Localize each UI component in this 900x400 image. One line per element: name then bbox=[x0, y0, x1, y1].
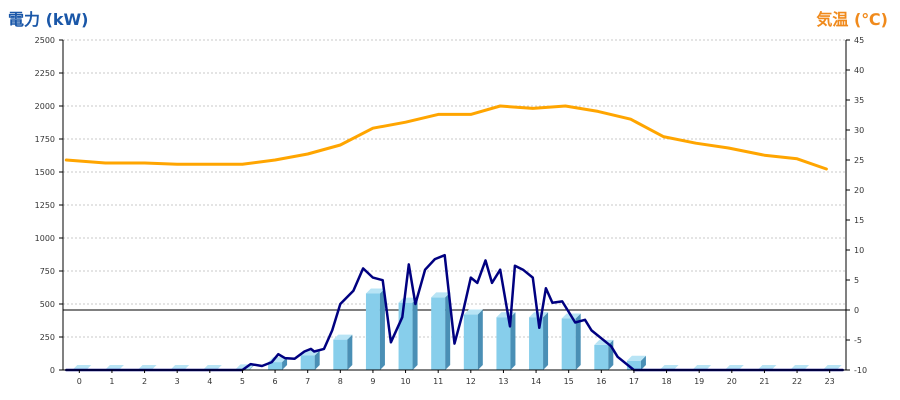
right-tick-label: 15 bbox=[854, 216, 864, 225]
power-line bbox=[65, 253, 844, 372]
bar-front bbox=[561, 318, 576, 370]
bar-front bbox=[463, 314, 478, 370]
temperature-line bbox=[64, 104, 828, 171]
bar-front bbox=[398, 302, 413, 370]
bar-front bbox=[594, 344, 609, 370]
x-tick-label: 3 bbox=[175, 377, 180, 386]
left-tick-label: 500 bbox=[40, 300, 55, 309]
bar-side bbox=[314, 350, 320, 370]
bar-top bbox=[333, 334, 353, 340]
line-series bbox=[64, 104, 844, 372]
bar-side bbox=[575, 313, 581, 370]
x-tick-label: 13 bbox=[498, 377, 508, 386]
right-tick-label: 25 bbox=[854, 156, 864, 165]
x-tick-label: 1 bbox=[109, 377, 114, 386]
bar-front bbox=[529, 317, 544, 370]
x-tick-label: 2 bbox=[142, 377, 147, 386]
bar bbox=[594, 339, 614, 370]
bar bbox=[365, 288, 385, 370]
left-tick-label: 2250 bbox=[35, 69, 55, 78]
bar bbox=[496, 312, 516, 370]
left-tick-label: 2000 bbox=[35, 102, 55, 111]
left-tick-label: 1000 bbox=[35, 234, 55, 243]
bar bbox=[333, 334, 353, 370]
bar-front bbox=[496, 317, 511, 370]
right-tick-label: 45 bbox=[854, 36, 864, 45]
x-tick-label: 19 bbox=[694, 377, 704, 386]
x-tick-label: 17 bbox=[629, 377, 639, 386]
x-tick-label: 5 bbox=[240, 377, 245, 386]
x-tick-label: 23 bbox=[825, 377, 835, 386]
left-tick-label: 1250 bbox=[35, 201, 55, 210]
x-tick-label: 14 bbox=[531, 377, 541, 386]
bar-side bbox=[510, 312, 516, 370]
x-tick-label: 22 bbox=[792, 377, 802, 386]
x-tick-label: 11 bbox=[433, 377, 443, 386]
bar-top bbox=[626, 355, 646, 361]
right-tick-label: 40 bbox=[854, 66, 864, 75]
bar bbox=[529, 312, 549, 370]
left-axis-title: 電力 (kW) bbox=[8, 10, 89, 29]
bar bbox=[431, 292, 451, 370]
x-tick-label: 10 bbox=[400, 377, 410, 386]
x-tick-label: 7 bbox=[305, 377, 310, 386]
x-tick-label: 15 bbox=[564, 377, 574, 386]
x-tick-label: 12 bbox=[466, 377, 476, 386]
bar-front bbox=[626, 360, 641, 370]
bar bbox=[626, 355, 646, 370]
x-tick-label: 16 bbox=[596, 377, 606, 386]
left-tick-label: 1500 bbox=[35, 168, 55, 177]
bar-front bbox=[333, 339, 348, 370]
bar-front bbox=[268, 362, 283, 370]
bar-top bbox=[365, 288, 385, 294]
right-tick-label: 20 bbox=[854, 186, 864, 195]
left-tick-label: 1750 bbox=[35, 135, 55, 144]
x-tick-label: 8 bbox=[338, 377, 343, 386]
left-tick-label: 2500 bbox=[35, 36, 55, 45]
bar bbox=[398, 297, 418, 370]
bar-side bbox=[445, 292, 451, 370]
bar-side bbox=[412, 297, 418, 370]
bar-front bbox=[431, 297, 446, 370]
x-tick-label: 6 bbox=[273, 377, 278, 386]
right-tick-label: 30 bbox=[854, 126, 864, 135]
bar-side bbox=[379, 288, 385, 370]
right-tick-label: -10 bbox=[854, 366, 867, 375]
right-tick-label: 35 bbox=[854, 96, 864, 105]
right-tick-label: 0 bbox=[854, 306, 859, 315]
bar-top bbox=[431, 292, 451, 298]
left-tick-label: 750 bbox=[40, 267, 55, 276]
bar-front bbox=[300, 355, 315, 370]
bar-side bbox=[477, 309, 483, 370]
bar-side bbox=[640, 355, 646, 370]
right-tick-label: 10 bbox=[854, 246, 864, 255]
bar-front bbox=[365, 293, 380, 370]
bar-top bbox=[463, 309, 483, 315]
bar-side bbox=[543, 312, 549, 370]
x-tick-label: 9 bbox=[370, 377, 375, 386]
x-tick-label: 21 bbox=[759, 377, 769, 386]
x-tick-label: 18 bbox=[661, 377, 671, 386]
bar-side bbox=[282, 357, 288, 370]
right-axis-title: 気温 (℃) bbox=[816, 10, 888, 29]
x-tick-label: 20 bbox=[727, 377, 737, 386]
bar-series bbox=[72, 288, 842, 370]
right-tick-label: 5 bbox=[854, 276, 859, 285]
left-tick-label: 0 bbox=[50, 366, 55, 375]
x-tick-label: 0 bbox=[77, 377, 82, 386]
bar bbox=[463, 309, 483, 370]
left-tick-label: 250 bbox=[40, 333, 55, 342]
x-tick-label: 4 bbox=[207, 377, 212, 386]
right-tick-label: -5 bbox=[854, 336, 862, 345]
axes: 02505007501000125015001750200022502500-1… bbox=[35, 36, 867, 386]
gridlines bbox=[63, 39, 846, 338]
bar-side bbox=[347, 334, 353, 370]
